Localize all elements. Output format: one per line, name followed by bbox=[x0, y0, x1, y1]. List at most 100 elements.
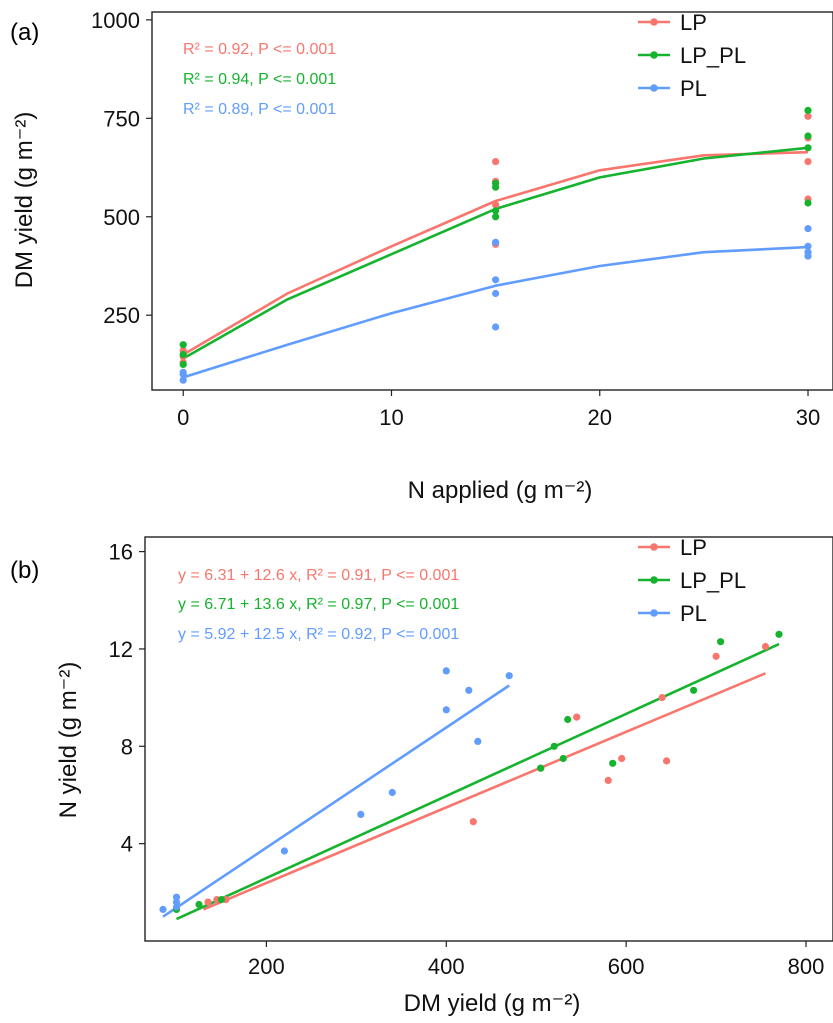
panel-b-stat-pl: y = 5.92 + 12.5 x, R² = 0.92, P <= 0.001 bbox=[178, 626, 459, 643]
fit-line-lp-pl bbox=[175, 642, 780, 921]
data-point-lp-pl bbox=[179, 360, 187, 368]
fit-line-pl bbox=[162, 684, 510, 918]
panel-a-legend: LP LP_PL PL bbox=[638, 10, 746, 101]
legend-key-point-pl bbox=[650, 609, 658, 617]
panel-a-x-tick-label: 0 bbox=[177, 405, 189, 430]
legend-label-lp-pl: LP_PL bbox=[680, 43, 746, 68]
panel-a-label: (a) bbox=[10, 19, 39, 46]
data-point-lp-pl bbox=[804, 106, 812, 114]
data-point-pl bbox=[492, 276, 500, 284]
panel-b-fit-lines bbox=[162, 642, 780, 921]
panel-b-x-ticks: 200 400 600 800 bbox=[248, 941, 824, 979]
panel-a-stat-pl: R² = 0.89, P <= 0.001 bbox=[183, 101, 336, 118]
panel-a-y-tick-label: 500 bbox=[103, 205, 140, 230]
data-point-pl bbox=[492, 323, 500, 331]
data-point-pl bbox=[505, 672, 513, 680]
legend-label-lp: LP bbox=[680, 10, 707, 35]
data-point-lp bbox=[804, 112, 812, 120]
data-point-pl bbox=[804, 248, 812, 256]
panel-b-y-axis-title: N yield (g m⁻²) bbox=[55, 662, 82, 819]
panel-b-stat-lp-pl: y = 6.71 + 13.6 x, R² = 0.97, P <= 0.001 bbox=[178, 596, 459, 613]
data-point-lp-pl bbox=[775, 630, 783, 638]
panel-b-y-tick-label: 4 bbox=[121, 832, 133, 857]
legend-label-lp: LP bbox=[680, 535, 707, 560]
data-point-pl bbox=[442, 706, 450, 714]
legend-label-pl: PL bbox=[680, 76, 707, 101]
panel-b: (b) 200 400 600 800 4 8 12 16 DM yield (g m⁻²)… bbox=[10, 535, 833, 1017]
panel-b-plot-border bbox=[144, 536, 833, 942]
panel-a-y-axis-title: DM yield (g m⁻²) bbox=[11, 112, 38, 289]
panel-b-y-ticks: 4 8 12 16 bbox=[109, 540, 145, 857]
fit-line-lp bbox=[202, 672, 767, 911]
data-point-lp-pl bbox=[179, 341, 187, 349]
data-point-pl bbox=[492, 289, 500, 298]
data-point-lp bbox=[712, 652, 720, 660]
panel-b-points bbox=[159, 630, 783, 914]
data-point-lp-pl bbox=[217, 896, 225, 904]
data-point-lp-pl bbox=[537, 764, 545, 772]
legend-label-pl: PL bbox=[680, 601, 707, 626]
data-point-lp bbox=[618, 754, 626, 763]
panel-b-x-axis-title: DM yield (g m⁻²) bbox=[404, 990, 581, 1017]
data-point-pl bbox=[804, 225, 812, 233]
data-point-pl bbox=[159, 905, 167, 914]
panel-b-x-tick-label: 400 bbox=[428, 954, 465, 979]
panel-b-x-tick-label: 600 bbox=[608, 954, 645, 979]
panel-b-y-tick-label: 8 bbox=[121, 734, 133, 759]
fit-line-lp bbox=[182, 150, 809, 356]
panel-b-label: (b) bbox=[10, 557, 39, 584]
panel-a-x-tick-label: 20 bbox=[588, 405, 612, 430]
data-point-lp-pl bbox=[564, 715, 572, 724]
data-point-lp-pl bbox=[492, 207, 500, 215]
data-point-pl bbox=[442, 667, 450, 675]
data-point-pl bbox=[172, 893, 181, 901]
panel-a-plot-border bbox=[151, 11, 833, 391]
data-point-pl bbox=[804, 242, 812, 250]
panel-a-x-ticks: 0 10 20 30 bbox=[177, 390, 820, 430]
panel-a-y-tick-label: 750 bbox=[103, 106, 140, 131]
data-point-pl bbox=[388, 788, 396, 797]
legend-key-point-lp bbox=[650, 18, 658, 26]
panel-a-y-tick-label: 1000 bbox=[91, 8, 140, 33]
data-point-lp-pl bbox=[804, 132, 812, 140]
data-point-lp bbox=[469, 818, 477, 826]
data-point-lp bbox=[761, 642, 770, 651]
data-point-pl bbox=[280, 847, 288, 855]
data-point-lp-pl bbox=[804, 144, 812, 152]
panel-a-y-tick-label: 250 bbox=[103, 303, 140, 328]
data-point-lp-pl bbox=[492, 179, 500, 187]
data-point-pl bbox=[179, 368, 187, 376]
panel-a-x-tick-label: 30 bbox=[796, 405, 820, 430]
panel-a-y-ticks: 250 500 750 1000 bbox=[91, 8, 152, 328]
data-point-lp bbox=[492, 158, 500, 166]
panel-a-x-tick-label: 10 bbox=[379, 405, 403, 430]
panel-b-stat-lp: y = 6.31 + 12.6 x, R² = 0.91, P <= 0.001 bbox=[178, 567, 459, 584]
panel-a: (a) 0 10 20 30 250 500 750 1000 N applied (g m… bbox=[10, 8, 833, 504]
data-point-lp bbox=[804, 158, 812, 166]
panel-b-x-tick-label: 200 bbox=[248, 954, 285, 979]
data-point-pl bbox=[179, 376, 187, 384]
panel-b-y-tick-label: 16 bbox=[109, 540, 133, 565]
data-point-pl bbox=[474, 737, 482, 746]
data-point-lp bbox=[658, 694, 666, 702]
data-point-lp bbox=[492, 201, 500, 209]
panel-b-legend: LP LP_PL PL bbox=[638, 535, 746, 626]
panel-b-x-tick-label: 800 bbox=[788, 954, 825, 979]
legend-key-point-lp-pl bbox=[650, 576, 658, 584]
fit-line-pl bbox=[182, 245, 809, 379]
data-point-lp-pl bbox=[550, 742, 558, 750]
data-point-lp-pl bbox=[492, 213, 500, 221]
panel-a-stat-lp-pl: R² = 0.94, P <= 0.001 bbox=[183, 71, 336, 88]
data-point-pl bbox=[465, 686, 473, 694]
data-point-lp-pl bbox=[690, 686, 698, 694]
legend-key-point-lp bbox=[650, 543, 658, 551]
data-point-lp bbox=[204, 898, 212, 906]
panel-a-stat-lp: R² = 0.92, P <= 0.001 bbox=[183, 41, 336, 58]
data-point-lp-pl bbox=[717, 638, 725, 646]
data-point-lp-pl bbox=[559, 754, 567, 763]
data-point-lp-pl bbox=[804, 199, 812, 207]
panel-a-x-axis-title: N applied (g m⁻²) bbox=[408, 477, 593, 504]
data-point-pl bbox=[492, 238, 500, 246]
data-point-pl bbox=[357, 810, 365, 819]
